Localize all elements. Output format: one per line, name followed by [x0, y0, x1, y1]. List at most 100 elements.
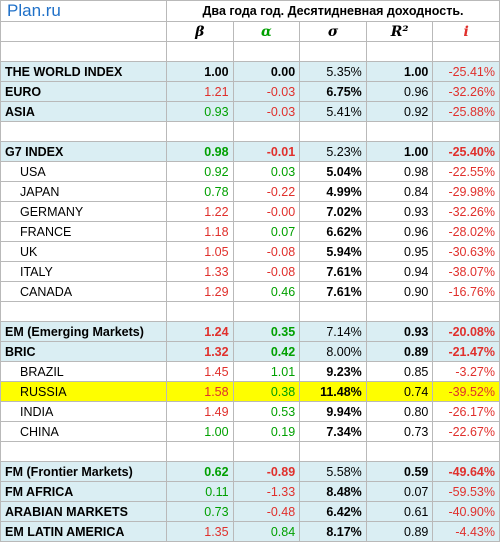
- beta-value: 1.18: [166, 221, 234, 242]
- alpha-value: 0.07: [232, 221, 301, 242]
- row-name: JAPAN: [0, 181, 167, 202]
- i-value: -38.07%: [432, 261, 500, 282]
- sigma-value: 9.94%: [299, 401, 367, 422]
- i-value: -29.98%: [432, 181, 500, 202]
- row-name: G7 INDEX: [0, 141, 167, 162]
- sigma-value: 7.02%: [299, 201, 367, 222]
- col-header-alpha: α: [232, 21, 301, 42]
- r2-value: 0.89: [365, 341, 434, 362]
- alpha-value: -0.48: [232, 501, 301, 522]
- i-value: -25.88%: [432, 101, 500, 122]
- col-header-r2: R²: [365, 21, 434, 42]
- beta-value: 1.32: [166, 341, 234, 362]
- sigma-value: 5.94%: [299, 241, 367, 262]
- row-name: ITALY: [0, 261, 167, 282]
- beta-value: 1.45: [166, 361, 234, 382]
- row-name: FM (Frontier Markets): [0, 461, 167, 482]
- spacer-cell: [0, 301, 167, 322]
- r2-value: 0.80: [365, 401, 434, 422]
- col-header-sigma: σ: [299, 21, 367, 42]
- r2-value: 0.73: [365, 421, 434, 442]
- row-name: UK: [0, 241, 167, 262]
- r2-value: 0.89: [365, 521, 434, 542]
- r2-value: 0.95: [365, 241, 434, 262]
- col-header-beta: β: [166, 21, 234, 42]
- r2-value: 0.90: [365, 281, 434, 302]
- i-value: -59.53%: [432, 481, 500, 502]
- sigma-value: 9.23%: [299, 361, 367, 382]
- i-value: -21.47%: [432, 341, 500, 362]
- table-row: FRANCE 1.18 0.07 6.62% 0.96 -28.02%: [0, 221, 500, 242]
- sigma-value: 8.00%: [299, 341, 367, 362]
- beta-value: 0.73: [166, 501, 234, 522]
- i-value: -28.02%: [432, 221, 500, 242]
- r2-value: 0.07: [365, 481, 434, 502]
- table-row: BRAZIL 1.45 1.01 9.23% 0.85 -3.27%: [0, 361, 500, 382]
- alpha-value: -0.22: [232, 181, 301, 202]
- table-row: JAPAN 0.78 -0.22 4.99% 0.84 -29.98%: [0, 181, 500, 202]
- beta-value: 1.24: [166, 321, 234, 342]
- col-header-i: i: [432, 21, 500, 42]
- beta-value: 1.22: [166, 201, 234, 222]
- alpha-value: -0.01: [232, 141, 301, 162]
- sigma-value: 11.48%: [299, 381, 367, 402]
- beta-value: 1.58: [166, 381, 234, 402]
- i-value: -40.90%: [432, 501, 500, 522]
- r2-value: 0.93: [365, 321, 434, 342]
- table-row: UK 1.05 -0.08 5.94% 0.95 -30.63%: [0, 241, 500, 262]
- r2-value: 0.84: [365, 181, 434, 202]
- r2-value: 0.96: [365, 81, 434, 102]
- table-row: ARABIAN MARKETS 0.73 -0.48 6.42% 0.61 -4…: [0, 501, 500, 522]
- alpha-value: -0.03: [232, 101, 301, 122]
- r2-value: 0.96: [365, 221, 434, 242]
- beta-value: 0.62: [166, 461, 234, 482]
- row-name: GERMANY: [0, 201, 167, 222]
- beta-value: 1.33: [166, 261, 234, 282]
- row-name: FM AFRICA: [0, 481, 167, 502]
- i-value: -39.52%: [432, 381, 500, 402]
- table-row: G7 INDEX 0.98 -0.01 5.23% 1.00 -25.40%: [0, 141, 500, 162]
- beta-value: 1.35: [166, 521, 234, 542]
- sigma-value: 5.35%: [299, 61, 367, 82]
- alpha-value: 0.35: [232, 321, 301, 342]
- beta-value: 1.29: [166, 281, 234, 302]
- alpha-value: 0.19: [232, 421, 301, 442]
- sigma-value: 5.23%: [299, 141, 367, 162]
- alpha-value: -0.03: [232, 81, 301, 102]
- sigma-value: 7.34%: [299, 421, 367, 442]
- beta-value: 1.00: [166, 61, 234, 82]
- i-value: -3.27%: [432, 361, 500, 382]
- i-value: -16.76%: [432, 281, 500, 302]
- row-name: ASIA: [0, 101, 167, 122]
- beta-value: 0.92: [166, 161, 234, 182]
- i-value: -20.08%: [432, 321, 500, 342]
- table-row: USA 0.92 0.03 5.04% 0.98 -22.55%: [0, 161, 500, 182]
- table-row: THE WORLD INDEX 1.00 0.00 5.35% 1.00 -25…: [0, 61, 500, 82]
- beta-value: 1.49: [166, 401, 234, 422]
- row-name: CHINA: [0, 421, 167, 442]
- r2-value: 0.59: [365, 461, 434, 482]
- r2-value: 1.00: [365, 141, 434, 162]
- sigma-value: 7.61%: [299, 261, 367, 282]
- table-row: GERMANY 1.22 -0.00 7.02% 0.93 -32.26%: [0, 201, 500, 222]
- beta-value: 0.11: [166, 481, 234, 502]
- i-value: -32.26%: [432, 201, 500, 222]
- alpha-value: 0.46: [232, 281, 301, 302]
- i-value: -32.26%: [432, 81, 500, 102]
- sigma-value: 7.14%: [299, 321, 367, 342]
- alpha-value: -0.89: [232, 461, 301, 482]
- i-value: -30.63%: [432, 241, 500, 262]
- alpha-value: -1.33: [232, 481, 301, 502]
- row-name: ARABIAN MARKETS: [0, 501, 167, 522]
- table-row: EM LATIN AMERICA 1.35 0.84 8.17% 0.89 -4…: [0, 521, 500, 542]
- row-name: EM (Emerging Markets): [0, 321, 167, 342]
- beta-value: 0.98: [166, 141, 234, 162]
- r2-value: 0.92: [365, 101, 434, 122]
- i-value: -25.40%: [432, 141, 500, 162]
- row-name: EM LATIN AMERICA: [0, 521, 167, 542]
- alpha-value: -0.08: [232, 261, 301, 282]
- row-name: CANADA: [0, 281, 167, 302]
- beta-value: 0.93: [166, 101, 234, 122]
- row-name: BRAZIL: [0, 361, 167, 382]
- sigma-value: 7.61%: [299, 281, 367, 302]
